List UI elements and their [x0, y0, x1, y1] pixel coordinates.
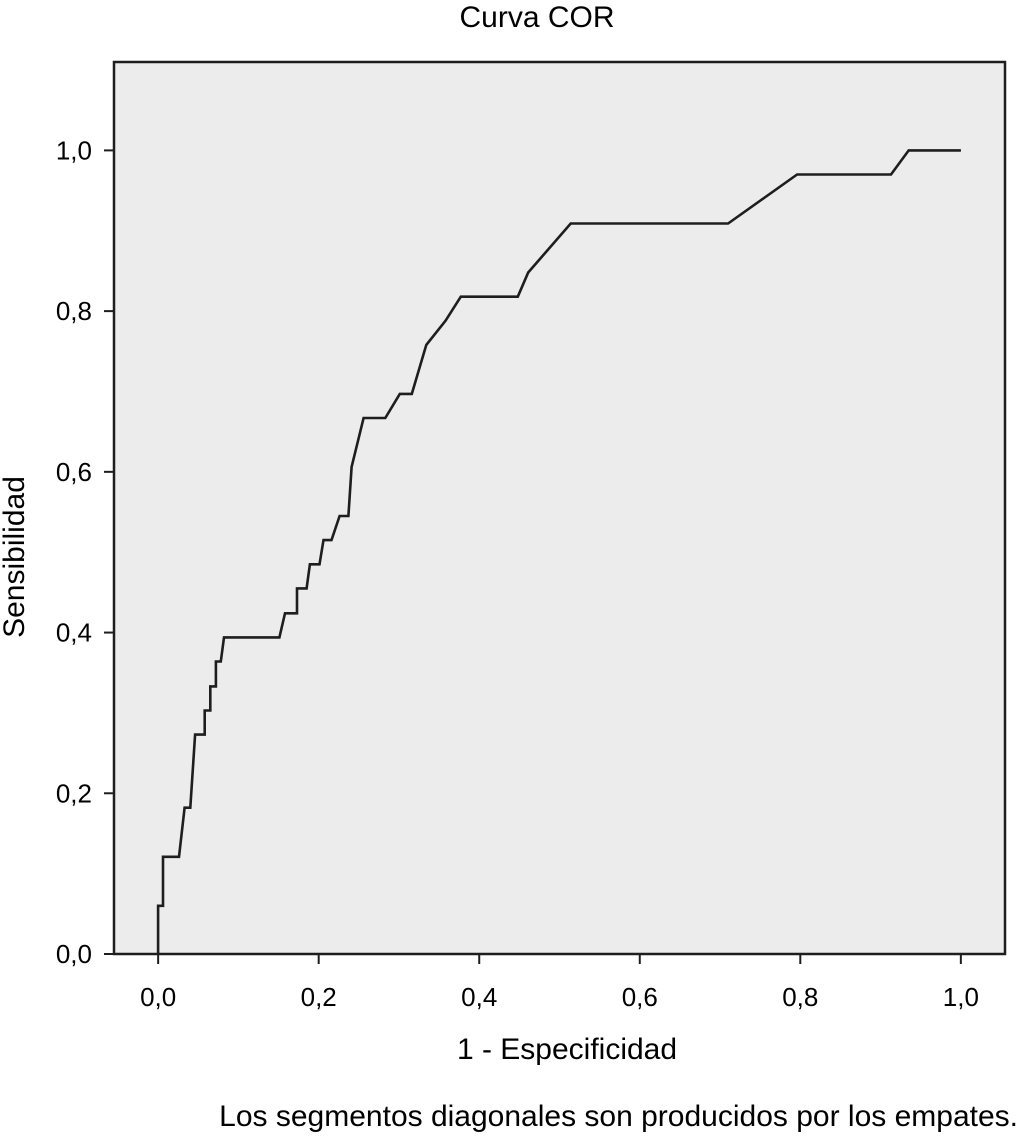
plot-area — [112, 60, 1007, 956]
y-tick-label: 0,0 — [56, 939, 92, 969]
y-tick-label: 0,8 — [56, 296, 92, 326]
x-axis-label: 1 - Especificidad — [457, 1033, 677, 1066]
x-tick-label: 0,0 — [140, 982, 176, 1012]
x-tick-label: 0,6 — [622, 982, 658, 1012]
chart-footnote: Los segmentos diagonales son producidos … — [219, 1100, 1018, 1133]
x-tick-label: 0,4 — [461, 982, 497, 1012]
x-tick-label: 0,8 — [782, 982, 818, 1012]
roc-curve-line — [156, 149, 961, 954]
chart-title: Curva COR — [459, 1, 614, 34]
y-axis-ticks: 0,0 0,2 0,4 0,6 0,8 1,0 — [56, 135, 114, 969]
y-tick-label: 1,0 — [56, 135, 92, 165]
y-tick-label: 0,6 — [56, 457, 92, 487]
y-axis-label: Sensibilidad — [0, 476, 31, 638]
y-tick-label: 0,4 — [56, 618, 92, 648]
x-tick-label: 0,2 — [301, 982, 337, 1012]
y-tick-label: 0,2 — [56, 778, 92, 808]
x-axis-ticks: 0,0 0,2 0,4 0,6 0,8 1,0 — [140, 954, 979, 1012]
x-tick-label: 1,0 — [943, 982, 979, 1012]
